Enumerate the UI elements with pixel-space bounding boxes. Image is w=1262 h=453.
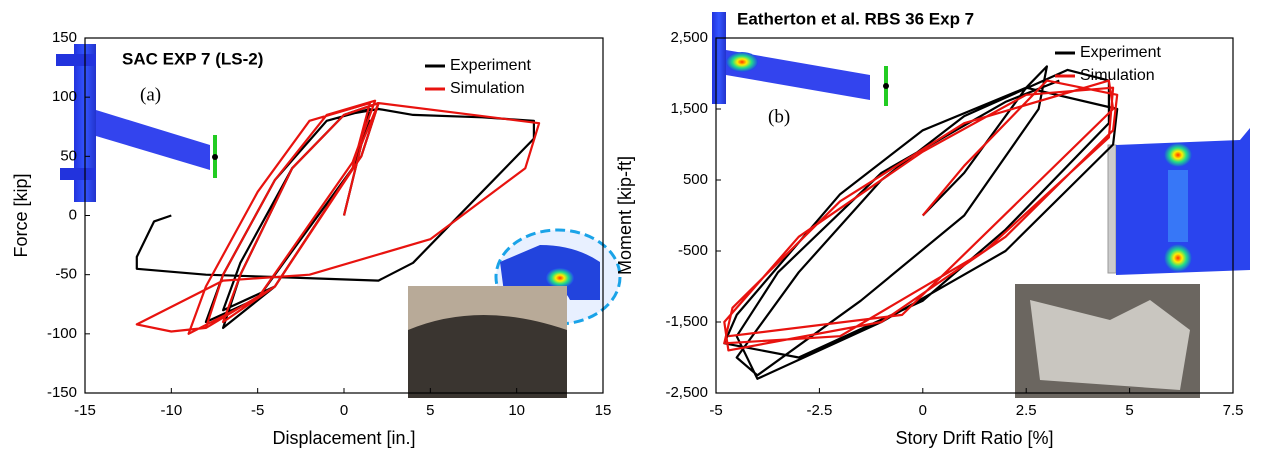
y-tick-label: -1,500	[665, 313, 708, 330]
x-tick-label: -10	[160, 402, 182, 419]
x-tick-label: -15	[74, 402, 96, 419]
x-tick-label: 5	[426, 402, 434, 419]
y-tick-label: -150	[47, 384, 77, 401]
chart-title: SAC EXP 7 (LS-2)	[122, 49, 263, 68]
y-tick-label: 1,500	[670, 100, 708, 117]
y-axis-label: Moment [kip-ft]	[615, 156, 635, 275]
x-tick-label: -5	[709, 402, 722, 419]
x-tick-label: -2.5	[806, 402, 832, 419]
y-tick-label: 150	[52, 29, 77, 46]
x-tick-label: 7.5	[1223, 402, 1244, 419]
y-tick-label: -50	[55, 266, 77, 283]
x-tick-label: 15	[595, 402, 612, 419]
photo-right-detail	[1030, 300, 1190, 390]
x-tick-label: 10	[508, 402, 525, 419]
x-tick-label: -5	[251, 402, 264, 419]
x-axis-label: Story Drift Ratio [%]	[895, 428, 1053, 448]
panel-label: (a)	[140, 84, 161, 105]
y-tick-label: 500	[683, 171, 708, 188]
x-tick-label: 0	[919, 402, 927, 419]
chart-title: Eatherton et al. RBS 36 Exp 7	[737, 9, 974, 28]
x-axis-label: Displacement [in.]	[272, 428, 415, 448]
legend-label: Experiment	[450, 57, 531, 74]
plot-frame	[715, 37, 1234, 394]
series-line	[135, 99, 541, 335]
x-tick-label: 0	[340, 402, 348, 419]
series-line	[723, 65, 1119, 380]
x-tick-label: 5	[1125, 402, 1133, 419]
legend-label: Simulation	[1080, 67, 1155, 84]
y-tick-label: 2,500	[670, 29, 708, 46]
series-line	[723, 79, 1119, 352]
fe-plate-right	[1107, 128, 1250, 275]
y-tick-label: 0	[69, 206, 77, 223]
x-tick-label: 2.5	[1016, 402, 1037, 419]
y-tick-label: -500	[678, 242, 708, 259]
legend-label: Simulation	[450, 80, 525, 97]
panel-label: (b)	[768, 106, 790, 127]
photo-left-detail	[408, 286, 567, 330]
y-axis-label: Force [kip]	[11, 173, 31, 257]
y-tick-label: -100	[47, 325, 77, 342]
legend-label: Experiment	[1080, 44, 1161, 61]
y-tick-label: 100	[52, 88, 77, 105]
y-tick-label: -2,500	[665, 384, 708, 401]
y-tick-label: 50	[60, 147, 77, 164]
